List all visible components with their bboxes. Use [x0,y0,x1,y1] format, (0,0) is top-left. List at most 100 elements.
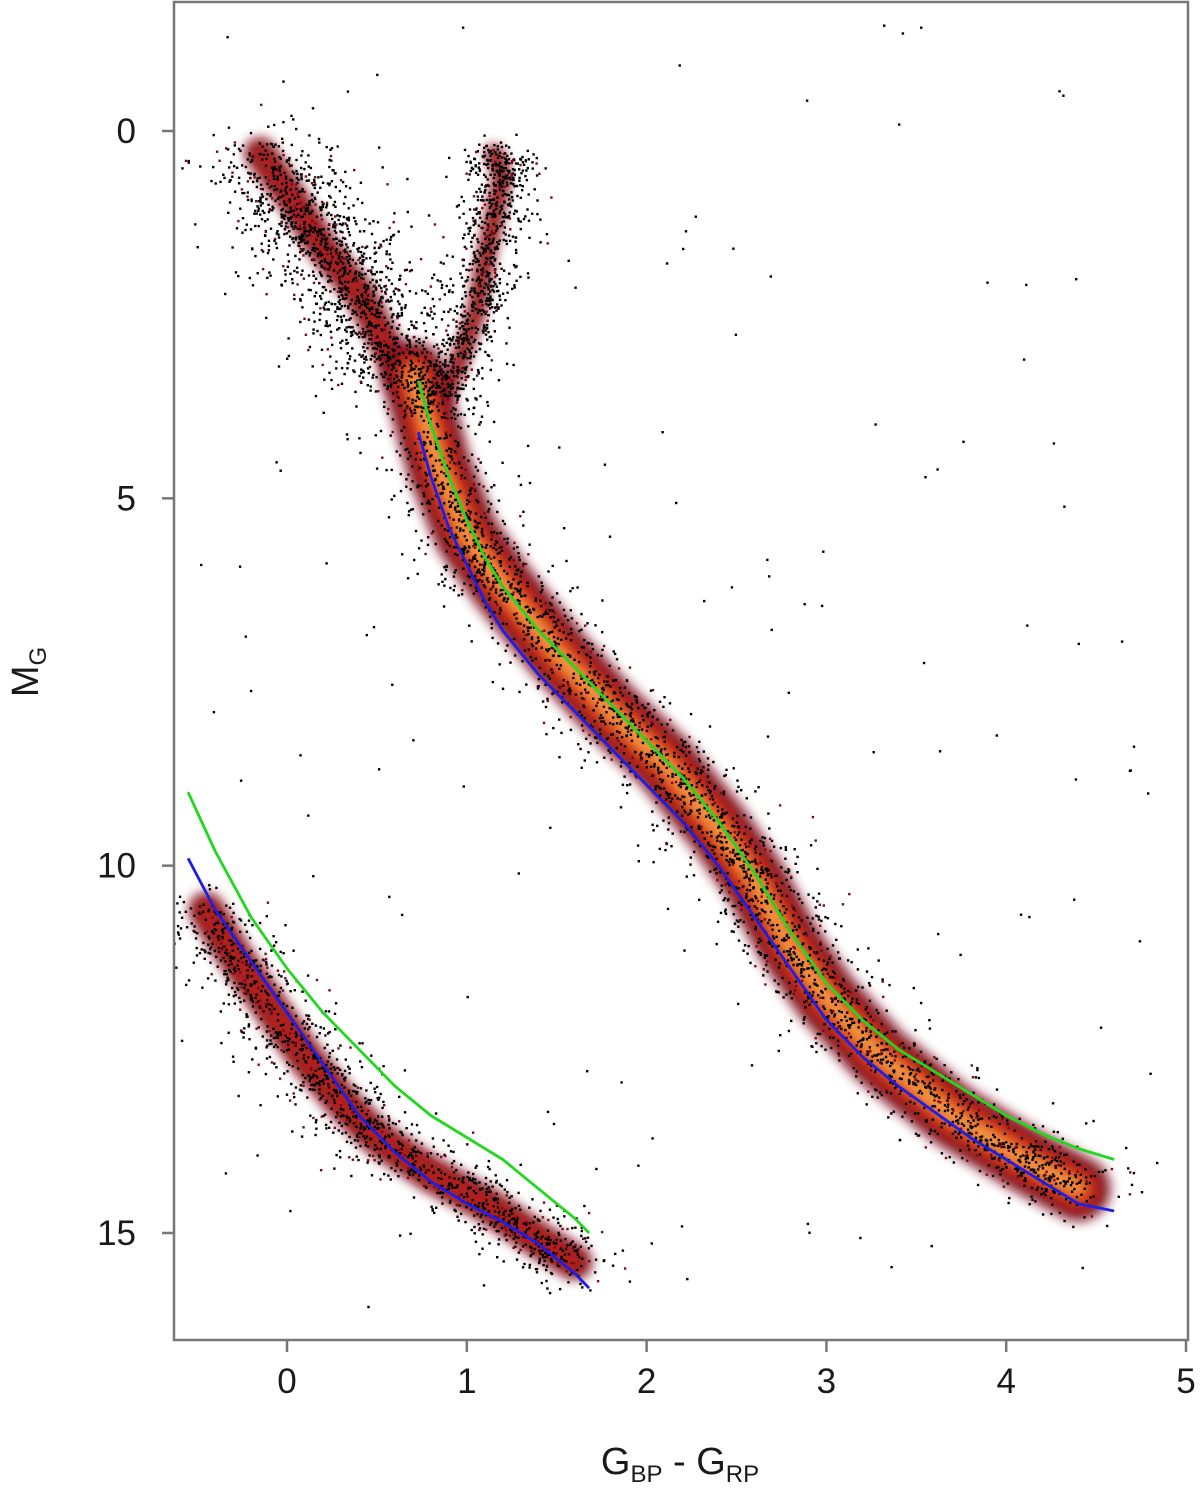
star-point [256,177,259,180]
star-point [793,848,796,851]
star-point [406,405,409,408]
star-point [296,172,299,176]
star-point [1085,1182,1088,1185]
star-point [452,284,455,287]
star-point [997,1165,1000,1169]
star-point [441,342,444,346]
star-point [941,1088,944,1092]
star-point [355,405,358,408]
star-point [283,232,286,236]
star-point [524,633,527,637]
star-point [909,1072,913,1075]
star-point [421,344,424,347]
star-point [339,341,342,344]
star-point [356,288,359,292]
star-point [737,825,740,828]
star-point [812,991,815,994]
star-point [443,412,446,415]
star-point [506,183,509,187]
star-point [1051,1203,1054,1206]
star-point [959,1127,963,1130]
star-point [434,386,438,390]
star-point [305,203,308,207]
star-point [875,1054,878,1057]
star-point [588,1211,591,1215]
star-point [386,345,389,348]
star-point [836,951,840,954]
star-point [482,199,485,202]
star-point [780,866,783,869]
star-point [475,589,478,593]
star-point [637,728,640,732]
star-point [641,714,644,718]
star-point [445,433,448,436]
star-point [713,868,716,871]
star-point [737,785,740,789]
star-point [410,414,414,417]
star-point [885,1061,888,1064]
star-point [709,870,712,873]
star-point [323,286,326,289]
star-point [453,498,457,502]
star-point [651,810,654,813]
star-point [689,764,692,767]
star-point [761,890,764,894]
turnoff-density [245,138,419,396]
star-point [493,611,496,614]
star-point [467,178,470,181]
star-point [338,298,342,302]
star-point [299,299,302,302]
star-point [1029,1168,1033,1172]
star-point [405,407,408,410]
star-point [328,371,331,374]
star-point [506,216,510,219]
star-point [303,212,306,216]
star-point [285,203,288,207]
star-point [246,158,250,161]
star-point [379,346,382,349]
star-point [504,649,507,652]
star-point [267,249,271,252]
star-point [387,364,390,367]
star-point [946,1105,949,1109]
star-point [923,1082,926,1085]
star-point [898,1077,902,1080]
star-point [794,862,797,865]
star-point [967,1131,970,1135]
star-point [417,437,420,440]
star-point [287,354,291,358]
star-point [338,276,341,279]
star-point [468,262,471,266]
star-point [737,920,740,923]
star-point [526,581,529,585]
star-point [843,991,847,994]
star-point [492,319,495,323]
star-point [1064,1198,1068,1201]
star-point [527,193,530,196]
star-point [550,603,553,606]
star-point [681,744,685,747]
star-point [519,227,522,231]
star-point [824,987,827,991]
star-point [334,215,337,218]
star-point [786,950,789,953]
star-point [500,545,503,549]
star-point [297,195,300,198]
star-point [575,622,579,625]
star-point [241,231,244,234]
scatter-points [174,24,1159,1309]
star-point [449,360,452,363]
star-point [457,518,461,521]
star-point [506,572,509,575]
star-point [512,212,516,215]
star-point [516,598,520,602]
star-point [518,592,522,595]
star-point [443,416,446,419]
star-point [821,968,824,972]
star-point [448,461,452,464]
star-point [467,232,470,236]
star-point [358,306,361,309]
star-point [535,174,539,177]
star-point [301,293,304,296]
star-point [284,210,288,213]
